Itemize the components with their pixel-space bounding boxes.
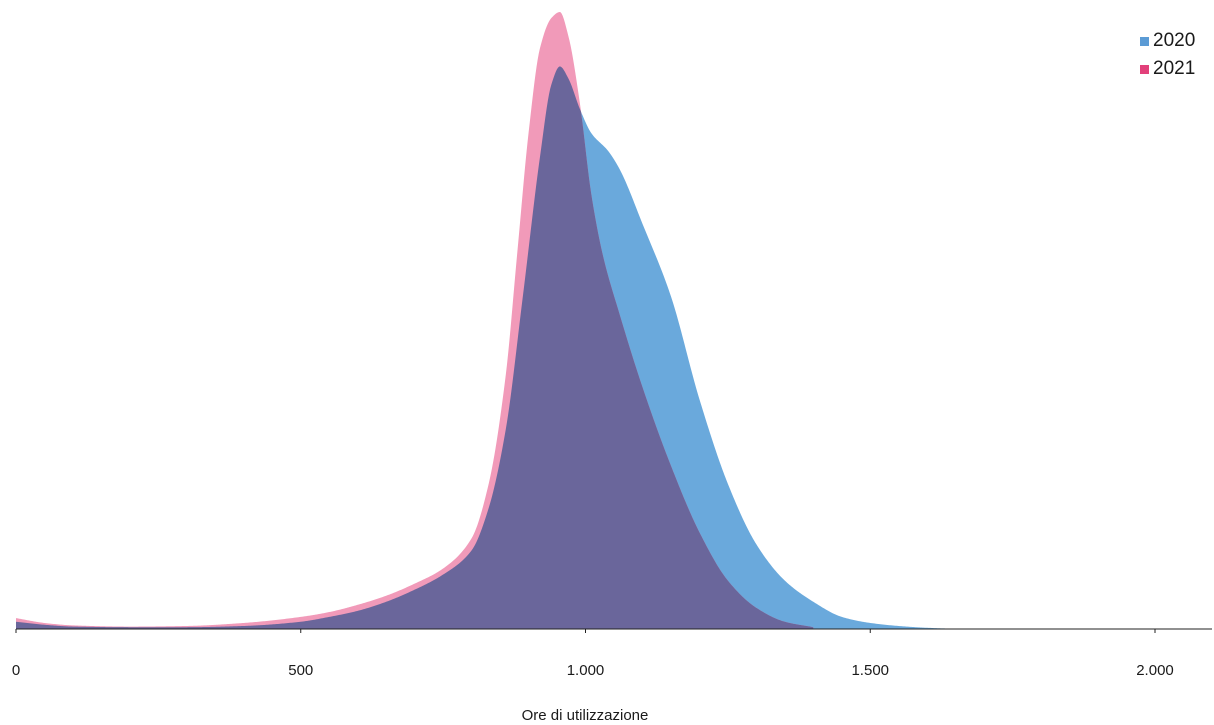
legend-swatch-2021 xyxy=(1140,65,1149,74)
x-tick-label: 0 xyxy=(12,662,20,679)
x-tick-label: 1.000 xyxy=(567,662,605,679)
legend: 2020 2021 xyxy=(1140,30,1195,79)
x-axis-title: Ore di utilizzazione xyxy=(522,707,649,724)
legend-label-2021: 2021 xyxy=(1153,58,1195,79)
plot-area xyxy=(16,12,985,630)
x-tick-label: 2.000 xyxy=(1136,662,1174,679)
x-tick-label: 500 xyxy=(288,662,313,679)
x-tick-label: 1.500 xyxy=(851,662,889,679)
x-axis: 0 500 1.000 1.500 2.000 xyxy=(12,628,1212,679)
series-overlap-area xyxy=(16,66,814,629)
legend-label-2020: 2020 xyxy=(1153,30,1195,51)
legend-swatch-2020 xyxy=(1140,37,1149,46)
